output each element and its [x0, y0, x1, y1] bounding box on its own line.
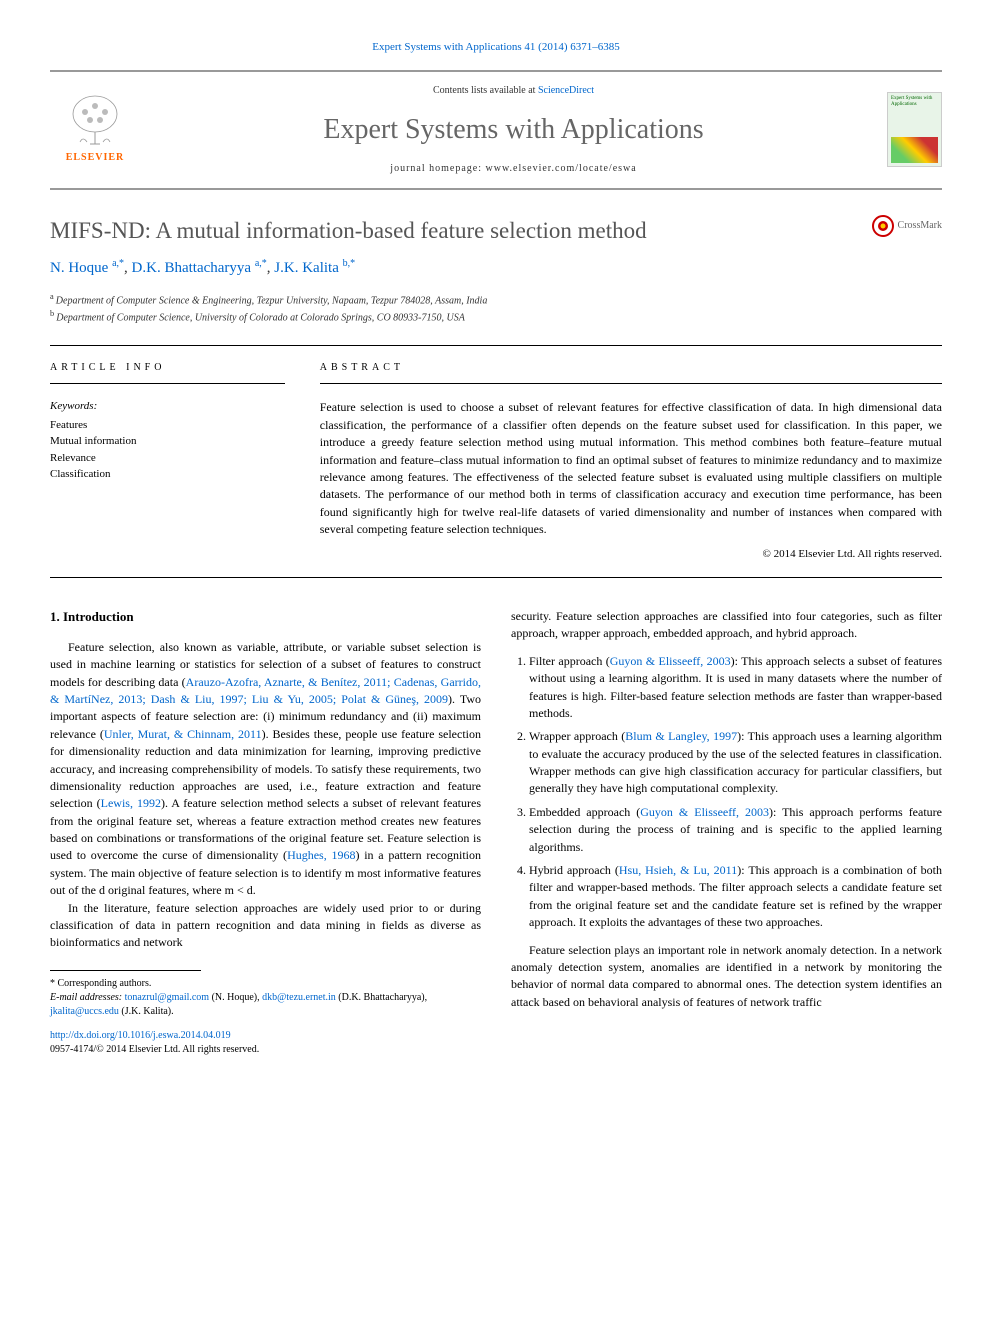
- email-link[interactable]: jkalita@uccs.edu: [50, 1006, 119, 1017]
- author: N. Hoque a,*: [50, 260, 124, 276]
- keyword: Mutual information: [50, 433, 285, 450]
- header-center: Contents lists available at ScienceDirec…: [140, 84, 887, 175]
- citation-link[interactable]: Hsu, Hsieh, & Lu, 2011: [619, 863, 737, 877]
- approach-item: Hybrid approach (Hsu, Hsieh, & Lu, 2011)…: [529, 862, 942, 932]
- crossmark-icon: [872, 215, 894, 237]
- abstract-heading: ABSTRACT: [320, 361, 942, 384]
- journal-name: Expert Systems with Applications: [140, 110, 887, 149]
- journal-cover-thumbnail: Expert Systems with Applications: [887, 92, 942, 167]
- right-column: security. Feature selection approaches a…: [511, 608, 942, 1057]
- keyword: Features: [50, 417, 285, 434]
- journal-citation: Expert Systems with Applications 41 (201…: [50, 40, 942, 55]
- keyword: Classification: [50, 466, 285, 483]
- footnotes: * Corresponding authors. E-mail addresse…: [50, 977, 481, 1019]
- cover-thumb-art: [891, 137, 938, 164]
- body-columns: 1. Introduction Feature selection, also …: [50, 608, 942, 1057]
- info-abstract-block: ARTICLE INFO Keywords: FeaturesMutual in…: [50, 345, 942, 578]
- article-info: ARTICLE INFO Keywords: FeaturesMutual in…: [50, 346, 300, 577]
- doi-block: http://dx.doi.org/10.1016/j.eswa.2014.04…: [50, 1029, 481, 1057]
- elsevier-tree-icon: [65, 94, 125, 149]
- citation-link[interactable]: Blum & Langley, 1997: [625, 729, 737, 743]
- corresponding-note: * Corresponding authors.: [50, 977, 481, 991]
- homepage-prefix: journal homepage:: [390, 163, 485, 174]
- crossmark-badge[interactable]: CrossMark: [872, 215, 942, 237]
- citation-link[interactable]: Guyon & Elisseeff, 2003: [640, 805, 769, 819]
- authors: N. Hoque a,*, D.K. Bhattacharyya a,*, J.…: [50, 257, 942, 279]
- affiliations: a Department of Computer Science & Engin…: [50, 291, 942, 326]
- citation-link[interactable]: Guyon & Elisseeff, 2003: [610, 654, 731, 668]
- citation-link[interactable]: Lewis, 1992: [101, 796, 161, 810]
- elsevier-wordmark: ELSEVIER: [66, 151, 125, 165]
- left-column: 1. Introduction Feature selection, also …: [50, 608, 481, 1057]
- author: J.K. Kalita b,*: [274, 260, 355, 276]
- elsevier-logo: ELSEVIER: [50, 85, 140, 175]
- citation-link[interactable]: Hughes, 1968: [287, 848, 355, 862]
- keywords-label: Keywords:: [50, 399, 285, 414]
- issn-copyright: 0957-4174/© 2014 Elsevier Ltd. All right…: [50, 1043, 481, 1057]
- affiliation: a Department of Computer Science & Engin…: [50, 291, 942, 308]
- intro-para-3: Feature selection plays an important rol…: [511, 942, 942, 1012]
- paper-title: MIFS-ND: A mutual information-based feat…: [50, 215, 872, 247]
- keywords-list: FeaturesMutual informationRelevanceClass…: [50, 417, 285, 483]
- author-affil-mark: b,*: [343, 258, 356, 269]
- citation-link[interactable]: Unler, Murat, & Chinnam, 2011: [104, 727, 262, 741]
- title-row: MIFS-ND: A mutual information-based feat…: [50, 215, 942, 247]
- abstract: ABSTRACT Feature selection is used to ch…: [300, 346, 942, 577]
- section-1-heading: 1. Introduction: [50, 608, 481, 627]
- author-affil-mark: a,*: [112, 258, 124, 269]
- article-info-heading: ARTICLE INFO: [50, 361, 285, 384]
- author-affil-mark: a,*: [255, 258, 267, 269]
- keyword: Relevance: [50, 450, 285, 467]
- sciencedirect-link[interactable]: ScienceDirect: [538, 85, 594, 96]
- email-link[interactable]: tonazrul@gmail.com: [125, 992, 209, 1003]
- abstract-copyright: © 2014 Elsevier Ltd. All rights reserved…: [320, 547, 942, 562]
- emails-label: E-mail addresses:: [50, 992, 125, 1003]
- journal-homepage: journal homepage: www.elsevier.com/locat…: [140, 162, 887, 176]
- affiliation: b Department of Computer Science, Univer…: [50, 308, 942, 325]
- abstract-text: Feature selection is used to choose a su…: [320, 399, 942, 538]
- intro-para-2: In the literature, feature selection app…: [50, 900, 481, 952]
- contents-prefix: Contents lists available at: [433, 85, 538, 96]
- col2-continuation: security. Feature selection approaches a…: [511, 608, 942, 643]
- intro-para-1: Feature selection, also known as variabl…: [50, 639, 481, 900]
- author: D.K. Bhattacharyya a,*: [132, 260, 267, 276]
- citation-link[interactable]: Arauzo-Azofra, Aznarte, & Benítez, 2011;…: [50, 675, 481, 706]
- journal-header: ELSEVIER Contents lists available at Sci…: [50, 70, 942, 189]
- footnote-separator: [50, 970, 201, 971]
- homepage-url[interactable]: www.elsevier.com/locate/eswa: [486, 163, 637, 174]
- doi-link[interactable]: http://dx.doi.org/10.1016/j.eswa.2014.04…: [50, 1029, 481, 1043]
- cover-thumb-title: Expert Systems with Applications: [891, 96, 938, 136]
- emails-line: E-mail addresses: tonazrul@gmail.com (N.…: [50, 991, 481, 1019]
- email-link[interactable]: dkb@tezu.ernet.in: [262, 992, 336, 1003]
- approach-item: Wrapper approach (Blum & Langley, 1997):…: [529, 728, 942, 798]
- crossmark-label: CrossMark: [898, 219, 942, 233]
- contents-lists-line: Contents lists available at ScienceDirec…: [140, 84, 887, 98]
- approach-item: Embedded approach (Guyon & Elisseeff, 20…: [529, 804, 942, 856]
- approaches-list: Filter approach (Guyon & Elisseeff, 2003…: [529, 653, 942, 932]
- approach-item: Filter approach (Guyon & Elisseeff, 2003…: [529, 653, 942, 723]
